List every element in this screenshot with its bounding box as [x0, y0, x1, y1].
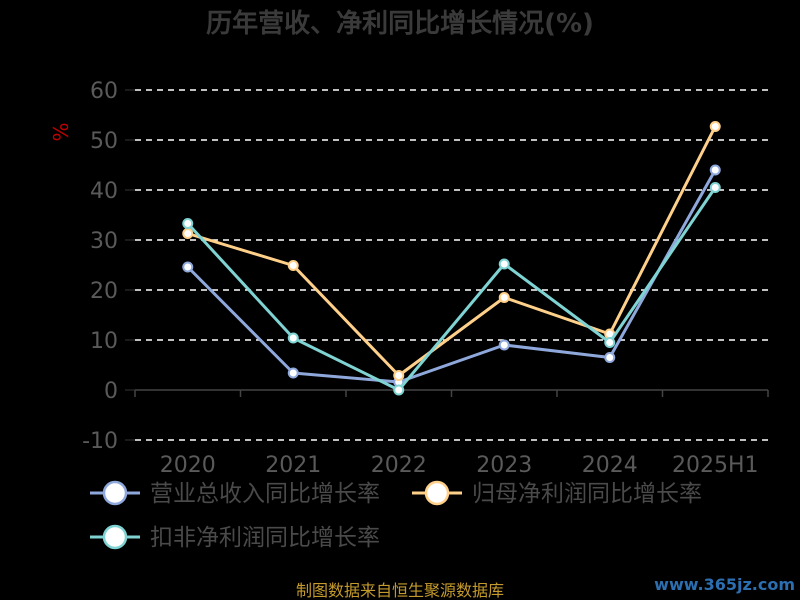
data-point — [182, 218, 194, 229]
series-1 — [182, 164, 721, 388]
legend-item[interactable]: 扣非净利润同比增长率 — [90, 524, 380, 551]
y-tick-label: -10 — [82, 429, 118, 454]
data-point — [709, 182, 721, 193]
data-point — [498, 258, 510, 270]
series-3 — [182, 182, 721, 396]
legend-swatch-marker — [102, 480, 128, 506]
x-tick-label: 2021 — [265, 453, 321, 478]
series-line — [186, 169, 717, 384]
x-tick-label: 2024 — [582, 453, 638, 478]
data-point — [287, 260, 299, 271]
x-tick-label: 2020 — [160, 453, 216, 478]
x-tick-label: 2023 — [476, 453, 532, 478]
source-footer: 制图数据来自恒生聚源数据库 — [296, 581, 504, 600]
series-line — [186, 186, 717, 392]
watermark: www.365jz.com — [654, 575, 795, 594]
y-tick-label: 30 — [90, 229, 118, 254]
data-point — [604, 337, 616, 348]
series-lines — [182, 121, 721, 396]
legend-swatch-marker — [102, 524, 128, 550]
data-point — [498, 339, 510, 351]
y-tick-label: 50 — [90, 129, 118, 154]
y-axis-ticks: 60 50 40 30 20 10 0 -10 — [82, 79, 135, 454]
y-tick-label: 60 — [90, 79, 118, 104]
x-tick-label: 2022 — [371, 453, 427, 478]
grid — [135, 89, 768, 441]
series-2 — [182, 121, 721, 381]
data-point — [287, 332, 299, 344]
chart-title: 历年营收、净利同比增长情况(%) — [206, 8, 594, 39]
x-axis — [134, 389, 769, 397]
data-point — [604, 352, 616, 363]
legend-item[interactable]: 营业总收入同比增长率 — [90, 480, 380, 507]
data-point — [182, 228, 194, 239]
data-point — [287, 367, 299, 379]
data-point — [709, 121, 721, 132]
y-tick-label: 20 — [90, 279, 118, 304]
x-tick-label: 2025H1 — [672, 453, 759, 478]
series-line — [187, 125, 717, 377]
y-axis-label: % — [49, 122, 73, 141]
legend-swatch-marker — [424, 480, 450, 506]
legend-label: 扣非净利润同比增长率 — [150, 525, 380, 551]
y-tick-label: 40 — [90, 179, 118, 204]
x-axis-ticks: 2020 2021 2022 2023 2024 2025H1 — [160, 453, 759, 478]
data-point — [393, 384, 405, 396]
data-point — [498, 292, 510, 303]
data-point — [182, 261, 194, 273]
data-point — [709, 164, 721, 176]
y-tick-label: 10 — [90, 329, 118, 354]
legend-label: 营业总收入同比增长率 — [150, 481, 380, 507]
data-point — [393, 370, 405, 381]
y-tick-label: 0 — [104, 379, 118, 404]
legend-item[interactable]: 归母净利润同比增长率 — [412, 480, 702, 507]
legend-label: 归母净利润同比增长率 — [472, 481, 702, 507]
